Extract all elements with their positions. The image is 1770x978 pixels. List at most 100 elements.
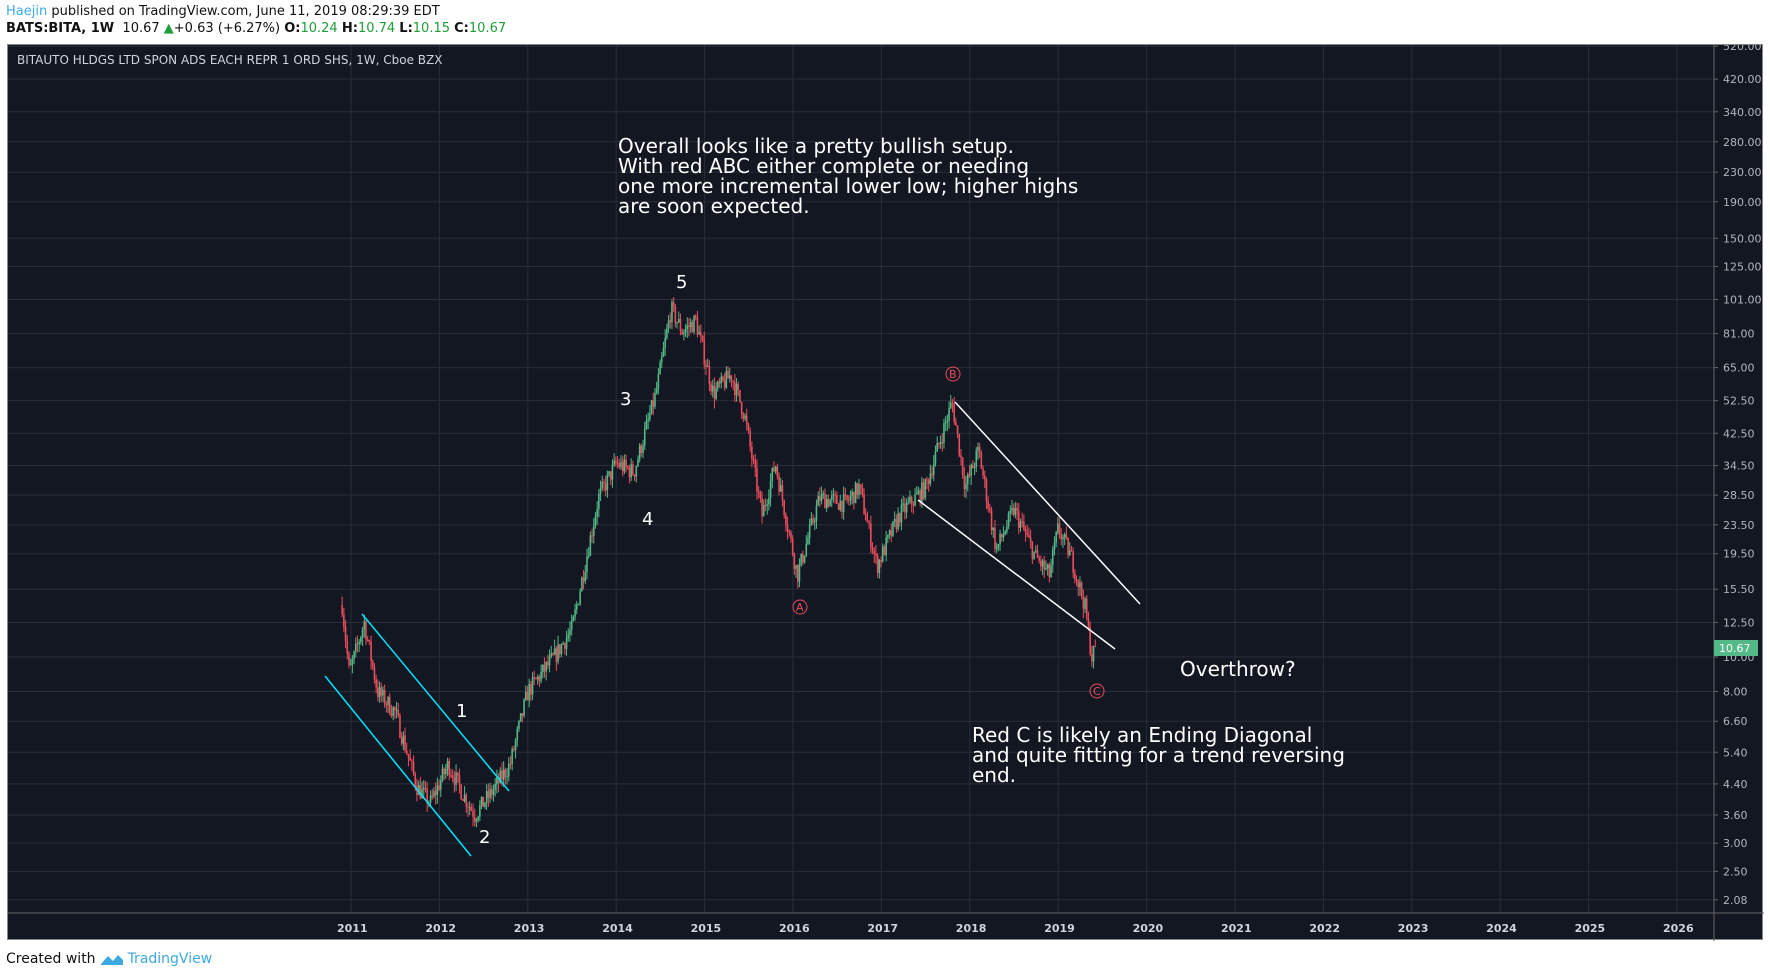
symbol: BATS:BITA, 1W [6, 21, 115, 36]
candle-body [1089, 627, 1091, 654]
candle-body [1004, 531, 1006, 535]
candle-body [1058, 523, 1061, 534]
candle-body [977, 446, 979, 451]
author-link[interactable]: Haejin [6, 4, 48, 19]
candle-body [577, 604, 580, 606]
candle-body [703, 340, 706, 365]
price-tick-label: 230.00 [1723, 166, 1762, 179]
channel-lower-line[interactable] [324, 675, 472, 857]
candle-body [344, 626, 347, 642]
candle-body [749, 431, 751, 447]
candle-body [363, 621, 366, 630]
candle-body [892, 521, 894, 536]
candle-body [795, 565, 797, 569]
candle-body [451, 775, 454, 779]
candle-body [897, 513, 899, 529]
candle-body [1075, 579, 1078, 581]
candle-body [868, 522, 870, 524]
candle-body [1019, 521, 1022, 528]
candle-body [514, 740, 517, 751]
candle-body [875, 553, 877, 556]
candle-body [409, 757, 411, 761]
time-tick-label: 2021 [1221, 922, 1252, 935]
candle-body [519, 713, 522, 721]
wave-b-label: B [949, 368, 957, 381]
main-note: Overall looks like a pretty bullish setu… [618, 134, 1078, 218]
candle-body [615, 460, 617, 463]
candle-body [1036, 550, 1039, 558]
candle-body [592, 526, 595, 536]
price-tick-label: 52.50 [1723, 395, 1755, 408]
candle-body [847, 499, 850, 501]
candle-body [618, 463, 621, 468]
candle-body [739, 390, 741, 402]
candle-body [632, 464, 634, 475]
candle-body [552, 653, 554, 655]
price-tick-label: 280.00 [1723, 136, 1762, 149]
chart-panel[interactable]: BITAUTO HLDGS LTD SPON ADS EACH REPR 1 O… [7, 40, 1764, 941]
candle-body [383, 689, 386, 705]
candle-body [480, 796, 483, 806]
candle-body [649, 413, 651, 420]
candle-body [893, 518, 896, 522]
candle-body [1072, 551, 1074, 573]
candle-body [606, 474, 609, 491]
candle-body [419, 785, 422, 799]
candle-body [744, 415, 746, 419]
candle-body [426, 788, 428, 804]
candle-body [669, 320, 672, 323]
candle-body [688, 325, 690, 328]
price-tick-label: 8.00 [1723, 685, 1748, 698]
candle-body [689, 322, 692, 328]
candle-body [540, 671, 542, 682]
candle-body [676, 322, 678, 324]
candle-body [625, 459, 627, 467]
candle-body [762, 505, 765, 517]
candle-body [616, 462, 619, 464]
channel-upper-line[interactable] [361, 613, 510, 792]
candle-body [888, 530, 891, 536]
diagonal-upper-line[interactable] [954, 401, 1141, 605]
candle-body [482, 796, 485, 807]
candle-body [365, 621, 367, 640]
diagonal-lower-line[interactable] [917, 499, 1116, 650]
candle-body [555, 648, 558, 662]
candle-body [538, 676, 541, 682]
candle-body [604, 483, 607, 491]
candle-body [1040, 560, 1042, 567]
candle-body [439, 780, 442, 790]
candle-body [786, 525, 789, 532]
candle-body [341, 604, 343, 615]
price-tick-label: 150.00 [1723, 232, 1762, 245]
candle-body [978, 446, 981, 454]
candle-body [864, 513, 867, 520]
time-tick-label: 2016 [779, 922, 810, 935]
candle-body [417, 785, 420, 795]
candle-body [871, 547, 874, 551]
candle-body [813, 521, 816, 523]
candle-body [402, 735, 405, 744]
candle-body [448, 760, 451, 776]
candle-body [557, 644, 559, 662]
candle-body [598, 493, 600, 510]
candle-body [564, 643, 566, 649]
candle-body [1092, 646, 1095, 662]
candle-body [433, 791, 435, 797]
candle-body [827, 499, 830, 507]
candle-body [541, 664, 544, 672]
tradingview-logo-icon[interactable] [100, 952, 124, 966]
candle-body [1048, 564, 1051, 578]
candle-body [861, 486, 864, 495]
candle-body [880, 559, 882, 562]
candle-body [672, 302, 675, 307]
candle-body [468, 807, 471, 809]
candle-body [992, 528, 995, 531]
candle-body [438, 785, 440, 790]
tradingview-link[interactable]: TradingView [127, 951, 213, 967]
candle-body [572, 616, 575, 622]
candle-body [734, 382, 736, 396]
candle-body [414, 773, 417, 786]
candle-body [630, 464, 632, 478]
candle-body [1029, 537, 1032, 543]
chart-svg[interactable]: BITAUTO HLDGS LTD SPON ADS EACH REPR 1 O… [8, 40, 1764, 941]
